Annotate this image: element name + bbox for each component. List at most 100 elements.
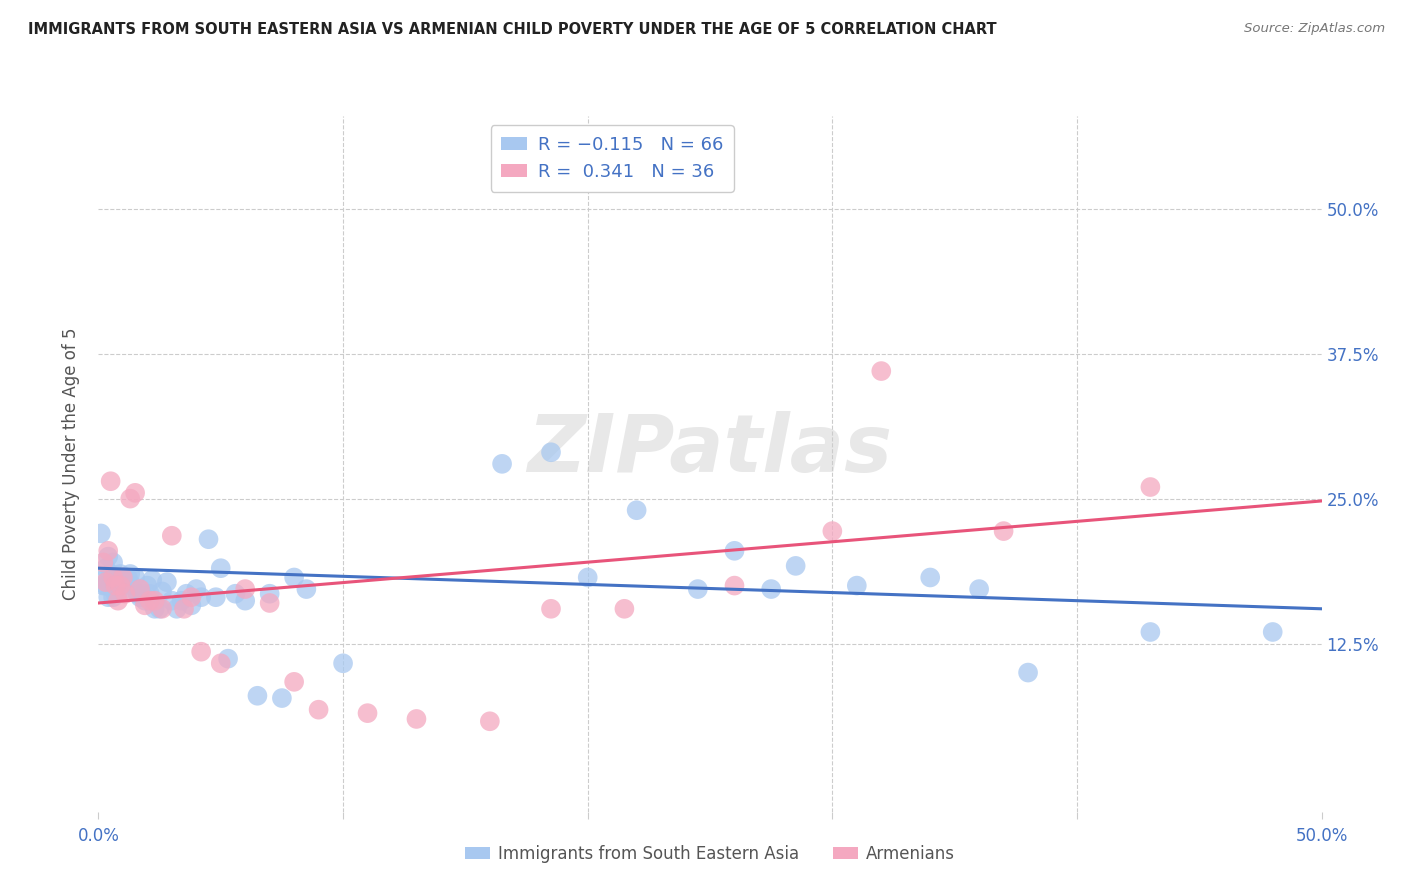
Point bbox=[117, 570, 139, 584]
Point bbox=[104, 587, 127, 601]
Y-axis label: Child Poverty Under the Age of 5: Child Poverty Under the Age of 5 bbox=[62, 327, 80, 600]
Point bbox=[100, 474, 122, 488]
Point bbox=[91, 555, 114, 569]
Point bbox=[107, 570, 129, 584]
Point bbox=[101, 570, 124, 584]
Point bbox=[209, 657, 232, 671]
Point bbox=[1139, 624, 1161, 639]
Point bbox=[356, 706, 378, 721]
Point bbox=[91, 578, 114, 592]
Point bbox=[870, 364, 893, 378]
Point bbox=[1261, 624, 1284, 639]
Point bbox=[139, 593, 162, 607]
Point bbox=[209, 561, 232, 575]
Point bbox=[259, 596, 281, 610]
Point bbox=[686, 582, 709, 596]
Point bbox=[259, 587, 281, 601]
Point bbox=[166, 601, 188, 615]
Point bbox=[141, 573, 163, 587]
Point bbox=[224, 587, 246, 601]
Point bbox=[90, 526, 112, 541]
Point bbox=[233, 593, 256, 607]
Point bbox=[283, 674, 305, 689]
Point bbox=[131, 587, 153, 601]
Text: Source: ZipAtlas.com: Source: ZipAtlas.com bbox=[1244, 22, 1385, 36]
Point bbox=[540, 445, 562, 459]
Point bbox=[308, 703, 330, 717]
Point bbox=[283, 570, 305, 584]
Point bbox=[139, 587, 162, 601]
Point bbox=[100, 578, 122, 592]
Point bbox=[295, 582, 318, 596]
Point bbox=[205, 591, 228, 605]
Point bbox=[94, 578, 117, 592]
Point bbox=[156, 575, 179, 590]
Point bbox=[190, 645, 212, 659]
Point bbox=[967, 582, 990, 596]
Point bbox=[761, 582, 783, 596]
Point bbox=[121, 578, 143, 592]
Point bbox=[491, 457, 513, 471]
Point bbox=[124, 570, 146, 584]
Point bbox=[136, 578, 159, 592]
Point bbox=[176, 587, 198, 601]
Point bbox=[124, 485, 146, 500]
Point bbox=[270, 691, 294, 706]
Point bbox=[626, 503, 648, 517]
Point bbox=[217, 651, 239, 665]
Point bbox=[100, 567, 122, 582]
Point bbox=[540, 601, 562, 615]
Text: IMMIGRANTS FROM SOUTH EASTERN ASIA VS ARMENIAN CHILD POVERTY UNDER THE AGE OF 5 : IMMIGRANTS FROM SOUTH EASTERN ASIA VS AR… bbox=[28, 22, 997, 37]
Point bbox=[993, 524, 1015, 538]
Point bbox=[114, 582, 136, 596]
Point bbox=[180, 599, 202, 613]
Point bbox=[150, 584, 173, 599]
Point bbox=[1139, 480, 1161, 494]
Point bbox=[920, 570, 942, 584]
Point bbox=[785, 558, 807, 573]
Point bbox=[186, 582, 208, 596]
Point bbox=[101, 591, 124, 605]
Point bbox=[104, 578, 127, 592]
Point bbox=[101, 555, 124, 569]
Point bbox=[134, 599, 156, 613]
Legend: Immigrants from South Eastern Asia, Armenians: Immigrants from South Eastern Asia, Arme… bbox=[458, 838, 962, 870]
Point bbox=[129, 582, 152, 596]
Point bbox=[332, 657, 354, 671]
Point bbox=[107, 593, 129, 607]
Point bbox=[150, 601, 173, 615]
Point bbox=[107, 584, 129, 599]
Point bbox=[821, 524, 844, 538]
Point bbox=[1017, 665, 1039, 680]
Point bbox=[723, 578, 745, 592]
Point bbox=[120, 491, 142, 506]
Point bbox=[160, 529, 183, 543]
Point bbox=[233, 582, 256, 596]
Point bbox=[110, 567, 132, 582]
Point bbox=[111, 570, 134, 584]
Point bbox=[91, 573, 114, 587]
Point bbox=[110, 578, 132, 592]
Point bbox=[170, 593, 193, 607]
Text: ZIPatlas: ZIPatlas bbox=[527, 411, 893, 489]
Point bbox=[127, 587, 149, 601]
Point bbox=[94, 575, 117, 590]
Point bbox=[149, 601, 172, 615]
Point bbox=[114, 587, 136, 601]
Point bbox=[120, 567, 142, 582]
Point bbox=[129, 591, 152, 605]
Point bbox=[143, 593, 166, 607]
Point bbox=[246, 689, 269, 703]
Point bbox=[97, 543, 120, 558]
Point bbox=[173, 601, 195, 615]
Point bbox=[845, 578, 868, 592]
Point bbox=[478, 714, 501, 729]
Point bbox=[97, 549, 120, 564]
Point bbox=[134, 593, 156, 607]
Point bbox=[180, 591, 202, 605]
Point bbox=[723, 543, 745, 558]
Point bbox=[111, 575, 134, 590]
Point bbox=[143, 601, 166, 615]
Point bbox=[197, 532, 219, 546]
Point bbox=[104, 570, 127, 584]
